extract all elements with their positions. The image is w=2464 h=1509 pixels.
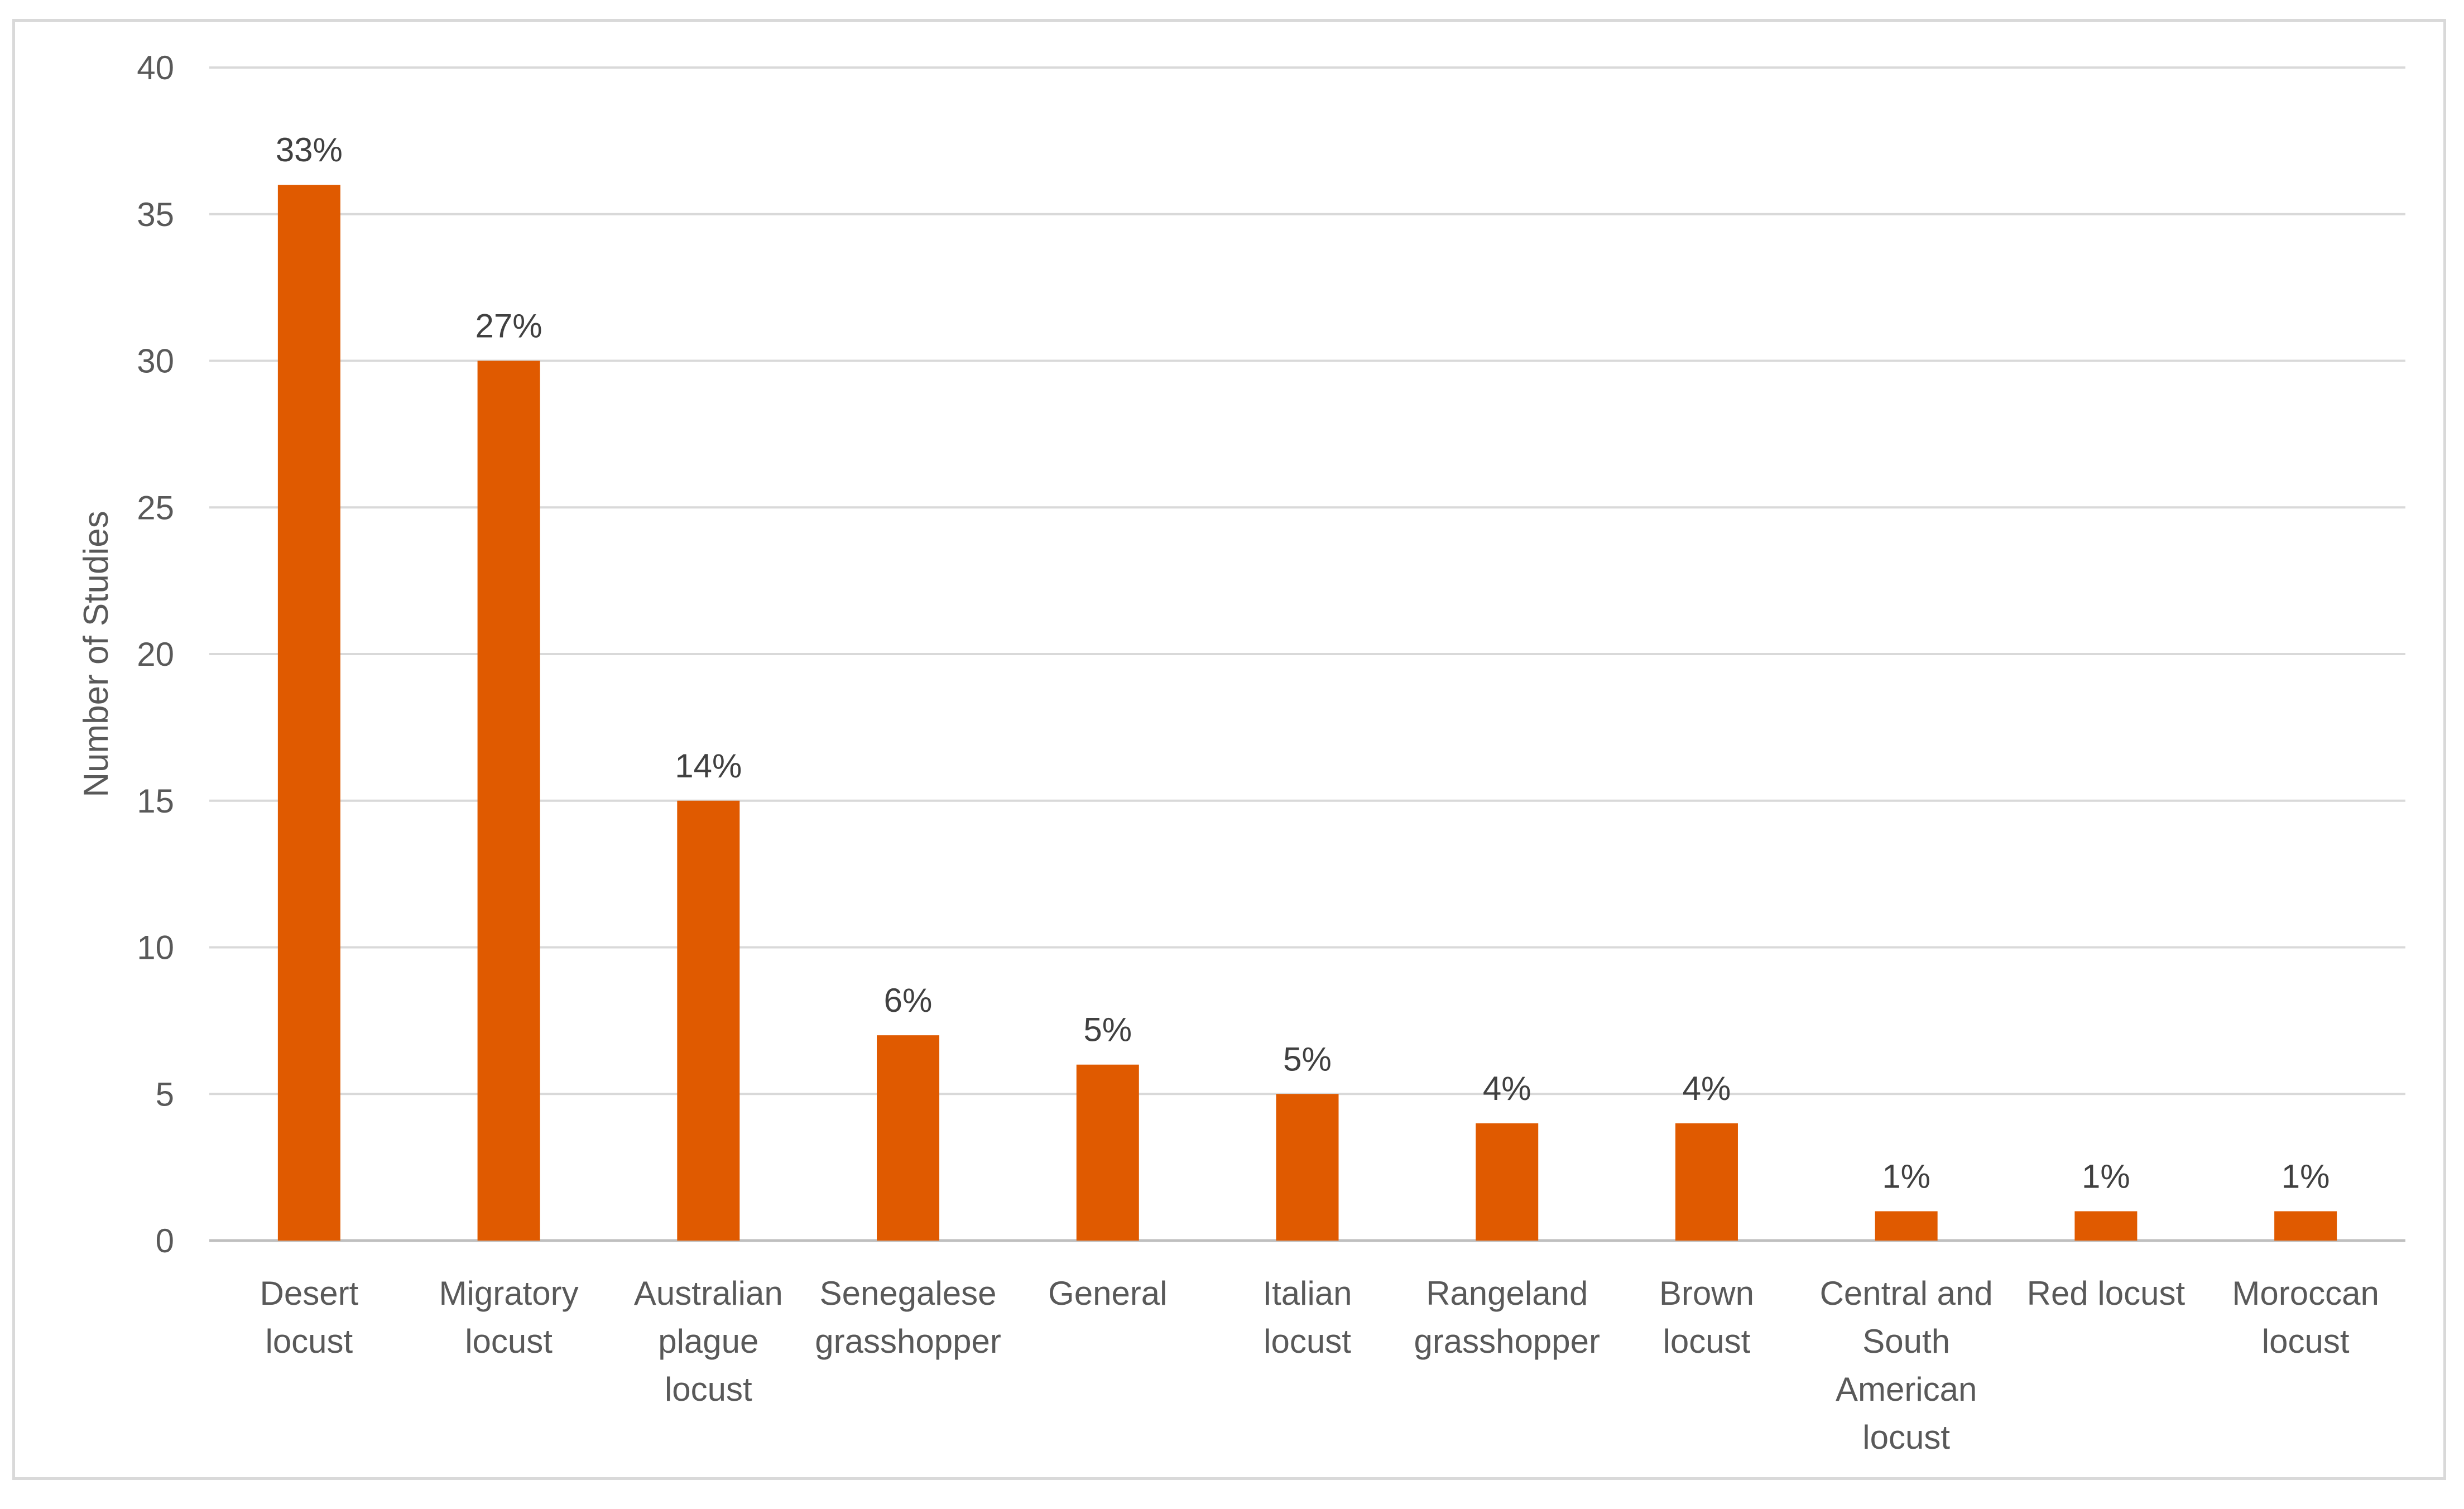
x-category-label: Moroccan locust xyxy=(2232,1275,2379,1360)
x-category-label: Central and South American locust xyxy=(1820,1275,1993,1456)
data-label: 4% xyxy=(1483,1070,1531,1107)
x-category-label: Senegalese grasshopper xyxy=(815,1275,1001,1360)
y-tick-label: 20 xyxy=(137,636,174,673)
data-label: 5% xyxy=(1283,1040,1332,1078)
x-category-label: Migratory locust xyxy=(439,1275,579,1360)
data-labels: 33% 27% 14% 6% 5% 5% 4% 4% 1% 1% 1% xyxy=(276,131,2330,1195)
y-tick-label: 5 xyxy=(156,1075,174,1113)
bar xyxy=(1675,1123,1738,1241)
data-label: 33% xyxy=(276,131,343,169)
x-category-label: Italian locust xyxy=(1262,1275,1352,1360)
x-axis-category-labels: Desert locust Migratory locust Australian pla… xyxy=(260,1275,2379,1456)
y-tick-label: 0 xyxy=(156,1222,174,1260)
bar xyxy=(2274,1211,2337,1241)
y-tick-label: 10 xyxy=(137,929,174,967)
x-category-label: Australian plague locust xyxy=(634,1275,783,1408)
bar xyxy=(2074,1211,2138,1241)
data-label: 1% xyxy=(2082,1157,2130,1195)
y-tick-label: 25 xyxy=(137,489,174,526)
x-category-label: Red locust xyxy=(2027,1275,2186,1312)
bar xyxy=(1875,1211,1938,1241)
y-axis-ticks: 0 5 10 15 20 25 30 35 40 xyxy=(137,49,174,1260)
x-category-label: Brown locust xyxy=(1659,1275,1754,1360)
data-label: 27% xyxy=(475,307,542,345)
y-tick-label: 40 xyxy=(137,49,174,86)
y-axis-title: Number of Studies xyxy=(77,511,116,797)
data-label: 1% xyxy=(2282,1157,2330,1195)
bar xyxy=(1076,1064,1139,1241)
x-category-label: Rangeland grasshopper xyxy=(1414,1275,1600,1360)
bar xyxy=(277,185,340,1241)
y-tick-label: 15 xyxy=(137,782,174,820)
gridlines xyxy=(209,66,2405,1242)
chart-area xyxy=(12,19,2446,1480)
bar xyxy=(1476,1123,1539,1241)
bars xyxy=(277,185,2337,1241)
bar xyxy=(677,800,740,1241)
y-tick-label: 30 xyxy=(137,343,174,380)
data-label: 14% xyxy=(675,747,742,785)
bar xyxy=(877,1035,940,1241)
bar xyxy=(477,361,540,1241)
bar xyxy=(1276,1094,1339,1241)
data-label: 6% xyxy=(884,982,933,1019)
data-label: 5% xyxy=(1083,1011,1132,1049)
data-label: 1% xyxy=(1882,1157,1930,1195)
data-label: 4% xyxy=(1683,1070,1731,1107)
y-tick-label: 35 xyxy=(137,196,174,233)
x-category-label: Desert locust xyxy=(260,1275,359,1360)
x-category-label: General xyxy=(1048,1275,1167,1312)
